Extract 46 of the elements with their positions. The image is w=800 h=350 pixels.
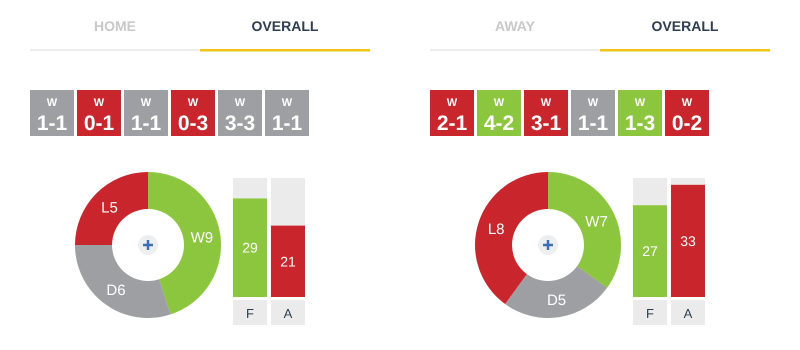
category-label: W 2-1 (436, 97, 468, 135)
slice-label: D6 (106, 282, 126, 300)
donut-slice (505, 266, 608, 318)
x-tick-label: F (246, 306, 254, 321)
category-label: W 0-3 (178, 97, 208, 135)
result-box: W 4-2 (477, 90, 521, 136)
donut-slice (475, 172, 548, 304)
result-box: W 2-1 (430, 90, 474, 136)
donut-slice (75, 172, 148, 245)
donut-slice (548, 172, 621, 288)
data-label: 29 (242, 240, 258, 256)
result-box: W 0-2 (665, 90, 709, 136)
slice-label: W9 (190, 229, 214, 246)
x-tick-label: A (284, 306, 293, 321)
result-box: W 0-1 (77, 90, 121, 136)
result-box: W 3-1 (524, 90, 568, 136)
data-label: 27 (642, 243, 658, 260)
category-label: W 1-1 (272, 97, 302, 135)
donut-slice (75, 245, 171, 318)
result-box: W 3-3 (218, 90, 262, 136)
category-label: W 1-1 (578, 97, 608, 135)
x-tick-label: F (646, 306, 654, 321)
result-box: W 1-1 (124, 90, 168, 136)
result-box: W 1-1 (30, 90, 74, 136)
category-label: W 0-1 (84, 97, 114, 135)
data-label: 33 (680, 232, 696, 249)
category-label: W 4-2 (484, 97, 514, 135)
slice-label: D5 (546, 292, 566, 309)
donut-slice (148, 172, 221, 314)
category-label: W 1-3 (624, 97, 656, 135)
category-label: W 3-3 (224, 97, 256, 135)
result-box: W 1-1 (265, 90, 309, 136)
category-label: W 1-1 (130, 97, 162, 135)
result-box: W 0-3 (171, 90, 215, 136)
text: OVERALL (252, 18, 319, 34)
text: OVERALL (652, 18, 719, 34)
result-box: W 1-3 (618, 90, 662, 136)
category-label: W 1-1 (36, 97, 68, 135)
category-label: W 0-2 (672, 97, 702, 135)
result-box: W 1-1 (571, 90, 615, 136)
x-tick-label: A (684, 306, 693, 321)
slice-label: L8 (488, 221, 505, 238)
data-label: 21 (280, 253, 296, 270)
category-label: W 3-1 (530, 97, 562, 135)
slice-label: L5 (101, 199, 118, 216)
slice-label: W7 (585, 213, 608, 230)
